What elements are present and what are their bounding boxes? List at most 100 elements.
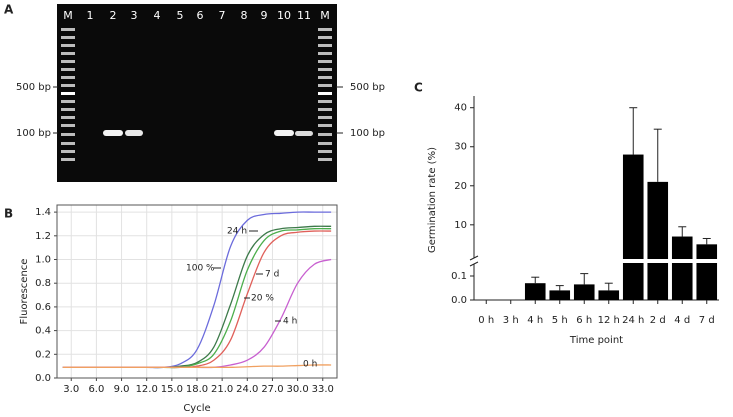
ladder-band: [318, 52, 332, 55]
y-tick-label: 1.2: [35, 231, 51, 242]
panel-label: B: [4, 207, 13, 221]
x-tick-label: 27.0: [261, 384, 283, 395]
x-tick-label: 3.0: [63, 384, 79, 395]
lane-label: 4: [154, 9, 161, 22]
axis-break: [468, 259, 719, 263]
ladder-band: [61, 92, 75, 95]
x-tick-label: 24 h: [622, 315, 644, 326]
x-tick-label: 0 h: [478, 315, 494, 326]
x-tick-label: 30.0: [286, 384, 308, 395]
ladder-band: [318, 76, 332, 79]
x-tick-label: 24.0: [236, 384, 258, 395]
y-tick-label: 0.4: [35, 326, 51, 337]
lane-label: 7: [219, 9, 226, 22]
band: [295, 131, 313, 136]
ladder-band: [61, 36, 75, 39]
size-marker: 500 bp: [16, 82, 51, 93]
x-tick-label: 6.0: [88, 384, 104, 395]
ladder-band: [318, 68, 332, 71]
y-tick-label: 0.0: [451, 295, 467, 306]
x-tick-label: 21.0: [211, 384, 233, 395]
curve-label: 24 h: [227, 227, 247, 237]
ladder-band: [318, 133, 332, 136]
ladder-band: [318, 44, 332, 47]
y-tick-label: 0.1: [451, 271, 467, 282]
band: [274, 130, 294, 136]
ladder-band: [61, 28, 75, 31]
y-tick-label: 20: [454, 181, 467, 192]
x-tick-label: 18.0: [186, 384, 208, 395]
x-tick-label: 4 d: [674, 315, 690, 326]
ladder-band: [61, 133, 75, 136]
y-axis-label: Germination rate (%): [427, 147, 438, 253]
plot-frame: [56, 204, 338, 379]
x-tick-label: 7 d: [699, 315, 715, 326]
ladder-band: [61, 68, 75, 71]
bar: [549, 290, 571, 300]
ladder-band: [318, 108, 332, 111]
y-tick-label: 40: [454, 103, 467, 114]
ladder-band: [61, 142, 75, 145]
lane-label: 10: [277, 9, 291, 22]
y-tick-label: 0.8: [35, 278, 51, 289]
x-tick-label: 6 h: [576, 315, 592, 326]
y-tick-label: 0.6: [35, 302, 51, 313]
ladder-band: [318, 142, 332, 145]
break-mark: [469, 261, 479, 267]
panel-label: A: [4, 3, 14, 17]
ladder-band: [318, 150, 332, 153]
ladder-band: [318, 28, 332, 31]
gel-image: [57, 4, 337, 182]
y-tick-label: 30: [454, 142, 467, 153]
ladder-band: [61, 84, 75, 87]
x-tick-label: 2 d: [650, 315, 666, 326]
ladder-band: [61, 44, 75, 47]
lane-label: 6: [197, 9, 204, 22]
lane-label: 3: [131, 9, 138, 22]
bar: [671, 236, 693, 300]
bar: [524, 283, 546, 300]
ladder-band: [61, 52, 75, 55]
lane-label: 1: [87, 9, 94, 22]
ladder-band: [318, 124, 332, 127]
band: [125, 130, 143, 136]
y-tick-label: 1.0: [35, 255, 51, 266]
y-tick-label: 1.4: [35, 207, 51, 218]
x-tick-label: 33.0: [312, 384, 334, 395]
x-tick-label: 3 h: [503, 315, 519, 326]
curve-label: 20 %: [251, 294, 274, 304]
bar: [696, 244, 718, 300]
break-mark: [469, 255, 479, 261]
x-tick-label: 5 h: [552, 315, 568, 326]
bar: [647, 181, 669, 300]
x-axis-label: Time point: [569, 335, 623, 346]
band: [103, 130, 123, 136]
ladder-band: [318, 36, 332, 39]
size-marker: 100 bp: [350, 128, 385, 139]
ladder-band: [318, 92, 332, 95]
x-tick-label: 12.0: [136, 384, 158, 395]
lane-label: 9: [261, 9, 268, 22]
ladder-band: [61, 100, 75, 103]
ladder-band: [318, 158, 332, 161]
ladder-band: [61, 158, 75, 161]
panel-label: C: [414, 81, 423, 95]
lane-label: 5: [177, 9, 184, 22]
ladder-band: [61, 76, 75, 79]
x-tick-label: 4 h: [527, 315, 543, 326]
ladder-band: [318, 116, 332, 119]
curve-label: 4 h: [283, 317, 297, 327]
ladder-band: [61, 116, 75, 119]
size-marker: 500 bp: [350, 82, 385, 93]
y-tick-label: 10: [454, 220, 467, 231]
lane-label: M: [63, 9, 73, 22]
ladder-band: [61, 60, 75, 63]
ladder-band: [318, 60, 332, 63]
y-tick-label: 0.0: [35, 373, 51, 384]
y-axis-label: Fluorescence: [19, 259, 30, 325]
x-tick-label: 15.0: [161, 384, 183, 395]
curve-label: 100 %: [186, 264, 215, 274]
bar: [598, 290, 620, 300]
size-marker: 100 bp: [16, 128, 51, 139]
